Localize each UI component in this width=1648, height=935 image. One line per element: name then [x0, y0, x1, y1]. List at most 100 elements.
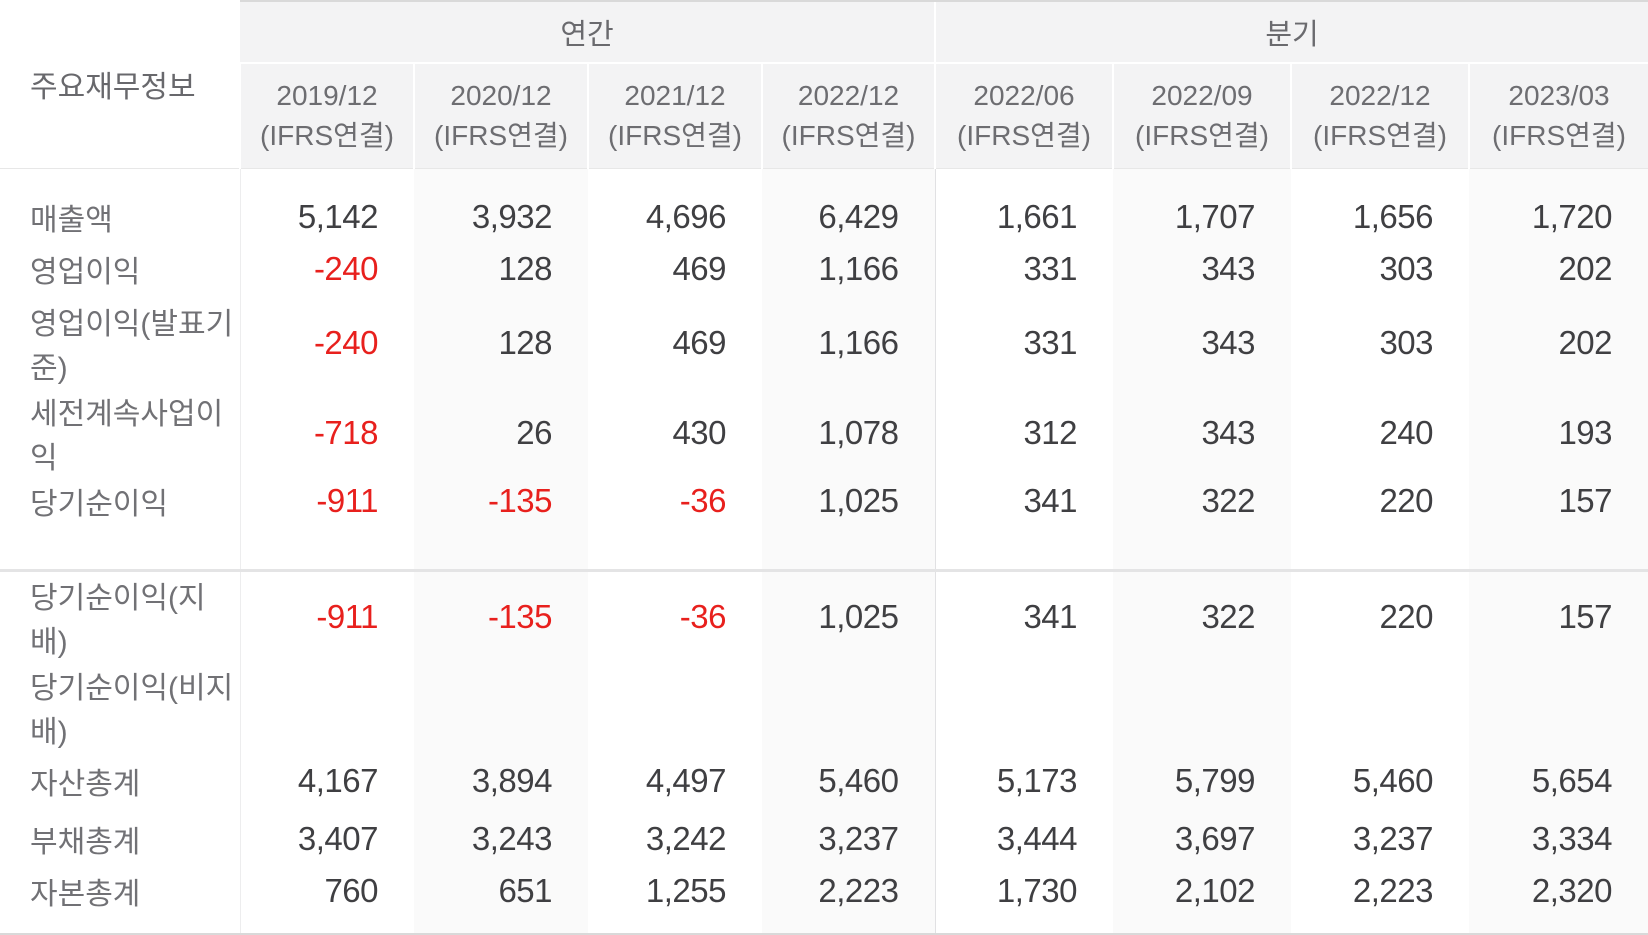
- column-header: 2022/12 (IFRS연결): [761, 63, 935, 169]
- value-cell: -135: [414, 568, 588, 662]
- row-label: 당기순이익: [0, 477, 241, 570]
- value-cell: [934, 661, 1113, 752]
- value-cell: 1,166: [762, 297, 935, 388]
- row-label: 자산총계: [0, 751, 241, 810]
- value-cell: 1,707: [1113, 168, 1291, 240]
- value-cell: 303: [1379, 249, 1433, 287]
- row-label: 자본총계: [0, 867, 241, 935]
- value-cell: [588, 662, 762, 752]
- table-row: 자본총계 760 651 1,255 2,223 1,730 2,102 2,223 2,320: [0, 867, 1648, 935]
- table-row: 당기순이익(비지배): [0, 661, 1648, 752]
- column-period: 2022/12: [1329, 79, 1431, 111]
- column-period: 2022/09: [1151, 79, 1253, 111]
- value-cell: 322: [1113, 477, 1291, 570]
- table-row: 당기순이익(지배) -911 -135 -36 1,025 341 322 220 157: [0, 568, 1648, 662]
- table-row: 자산총계 4,167 3,894 4,497 5,460 5,173 5,799 5,460 5…: [0, 751, 1648, 810]
- table-row: 부채총계 3,407 3,243 3,242 3,237 3,444 3,697 3,237 3…: [0, 809, 1648, 868]
- row-label: 부채총계: [0, 809, 241, 868]
- value-cell: 3,242: [645, 819, 727, 857]
- value-cell: 157: [1469, 568, 1648, 662]
- value-cell: 202: [1469, 239, 1648, 298]
- row-label: 당기순이익(비지배): [0, 661, 241, 752]
- value-cell: 343: [1113, 387, 1291, 478]
- value-cell: 1,166: [762, 239, 935, 298]
- value-cell: -36: [679, 481, 727, 519]
- value-cell: [240, 662, 414, 752]
- value-cell: 2,223: [1291, 867, 1469, 935]
- value-cell: 5,142: [297, 197, 379, 235]
- value-cell: 1,656: [1352, 197, 1434, 235]
- table-row: 매출액 5,142 3,932 4,696 6,429 1,661 1,707 1,656 1,…: [0, 168, 1648, 240]
- column-basis: (IFRS연결): [1135, 119, 1269, 151]
- table-header: 주요재무정보 연간 분기 2019/12 (IFRS연결) 2020/12 (IFRS…: [0, 0, 1648, 169]
- column-header: 2019/12 (IFRS연결): [239, 63, 414, 169]
- column-basis: (IFRS연결): [957, 119, 1091, 151]
- value-cell: 3,407: [297, 819, 379, 857]
- value-cell: [762, 661, 935, 752]
- value-cell: [1113, 661, 1291, 752]
- column-period: 2022/12: [797, 79, 900, 111]
- value-cell: -718: [313, 413, 379, 451]
- value-cell: 6,429: [762, 168, 935, 240]
- value-cell: -36: [588, 568, 762, 662]
- value-cell: 5,654: [1469, 751, 1648, 810]
- row-label: 영업이익: [0, 239, 241, 298]
- value-cell: 2,320: [1469, 867, 1648, 935]
- column-basis: (IFRS연결): [1313, 119, 1447, 151]
- value-cell: 2,223: [762, 867, 935, 935]
- value-cell: 128: [414, 239, 588, 298]
- value-cell: 1,720: [1469, 168, 1648, 240]
- value-cell: [414, 661, 588, 752]
- value-cell: [1469, 661, 1648, 752]
- value-cell: [1291, 662, 1469, 752]
- column-header: 2022/06 (IFRS연결): [934, 63, 1113, 169]
- value-cell: 341: [934, 568, 1113, 662]
- value-cell: 651: [414, 867, 588, 935]
- value-cell: 3,237: [762, 809, 935, 868]
- value-cell: 5,460: [762, 751, 935, 810]
- value-cell: 430: [672, 413, 726, 451]
- value-cell: 1,255: [588, 867, 762, 935]
- value-cell: 157: [1469, 477, 1648, 570]
- value-cell: -911: [240, 568, 414, 662]
- column-period: 2019/12: [276, 79, 378, 111]
- value-cell: 3,243: [414, 809, 588, 868]
- value-cell: 220: [1379, 481, 1433, 519]
- value-cell: 128: [414, 297, 588, 388]
- table-section-income: 매출액 5,142 3,932 4,696 6,429 1,661 1,707 1,656 1,…: [0, 168, 1648, 570]
- column-header: 2021/12 (IFRS연결): [587, 63, 762, 169]
- value-cell: 3,237: [1352, 819, 1434, 857]
- row-label: 매출액: [0, 168, 241, 240]
- value-cell: -240: [313, 249, 379, 287]
- value-cell: -135: [414, 477, 588, 570]
- value-cell: 343: [1113, 239, 1291, 298]
- value-cell: 760: [240, 867, 414, 935]
- column-header: 2023/03 (IFRS연결): [1468, 63, 1648, 169]
- value-cell: 303: [1379, 323, 1433, 361]
- column-period: 2022/06: [973, 79, 1075, 111]
- column-basis: (IFRS연결): [434, 119, 568, 151]
- row-label: 당기순이익(지배): [0, 568, 241, 662]
- value-cell: 4,696: [645, 197, 727, 235]
- value-cell: 26: [414, 387, 588, 478]
- value-cell: -240: [313, 323, 379, 361]
- table-row: 영업이익(발표기준) -240 128 469 1,166 331 343 303 202: [0, 297, 1648, 388]
- value-cell: 5,799: [1113, 751, 1291, 810]
- table-section-balance: 당기순이익(지배) -911 -135 -36 1,025 341 322 220 157 당기순…: [0, 568, 1648, 935]
- table-row: 영업이익 -240 128 469 1,166 331 343 303 202: [0, 239, 1648, 298]
- column-basis: (IFRS연결): [1492, 119, 1626, 151]
- quarterly-group-header: 분기: [934, 0, 1648, 64]
- corner-header: 주요재무정보: [0, 1, 240, 169]
- value-cell: 4,167: [297, 761, 379, 799]
- table-row: 당기순이익 -911 -135 -36 1,025 341 322 220 157: [0, 477, 1648, 570]
- table-row: 세전계속사업이익 -718 26 430 1,078 312 343 240 193: [0, 387, 1648, 478]
- value-cell: 331: [934, 239, 1113, 298]
- column-period: 2023/03: [1508, 79, 1610, 111]
- value-cell: 322: [1113, 568, 1291, 662]
- value-cell: 202: [1469, 297, 1648, 388]
- column-header-row: 2019/12 (IFRS연결) 2020/12 (IFRS연결) 2021/12 (IF…: [0, 63, 1648, 169]
- row-label: 영업이익(발표기준): [0, 297, 241, 388]
- value-cell: 220: [1291, 568, 1469, 662]
- value-cell: 2,102: [1113, 867, 1291, 935]
